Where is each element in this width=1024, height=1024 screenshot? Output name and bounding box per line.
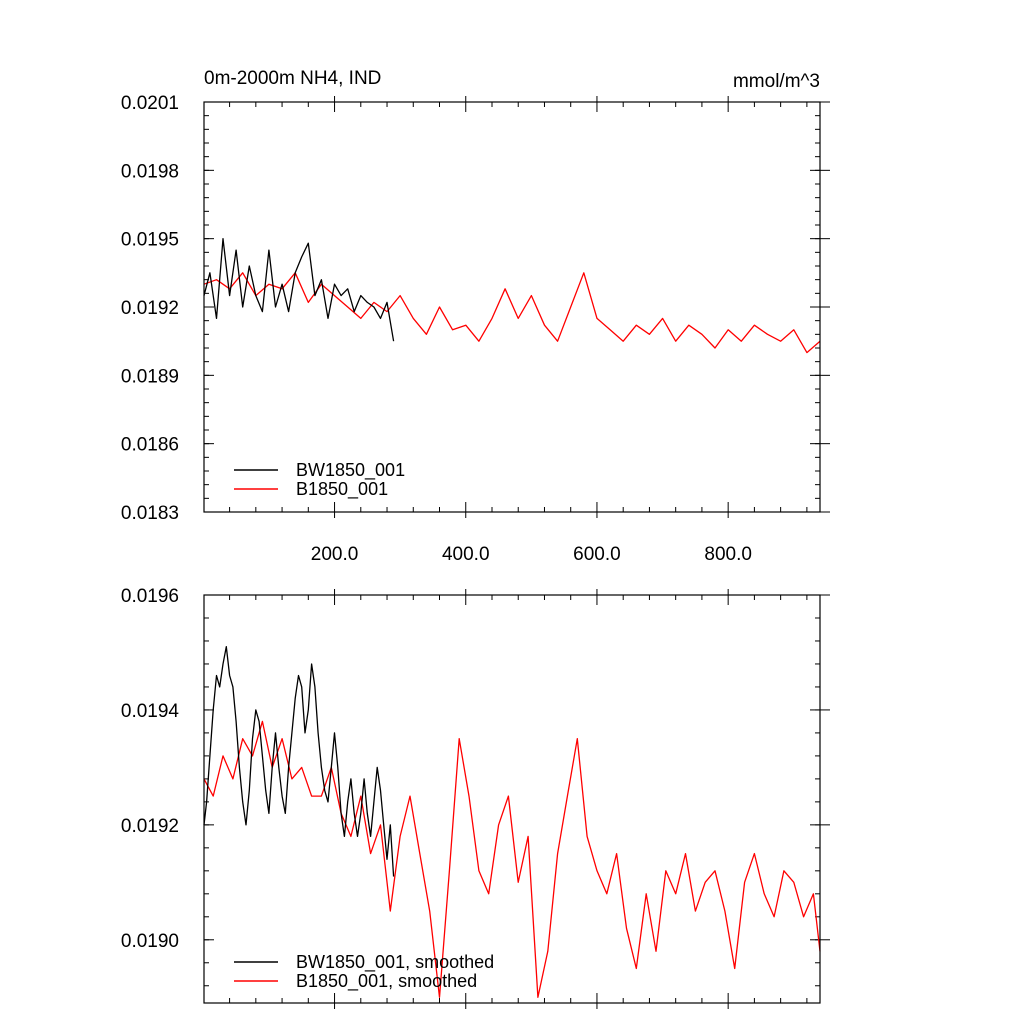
top-y-tick-label: 0.0183 [121,503,179,524]
bottom-y-tick-label: 0.0190 [121,931,179,952]
top-y-tick-label: 0.0198 [121,161,179,182]
top-series [203,238,821,354]
bottom-series-line-b1850 [203,720,821,998]
bottom-y-tick-label: 0.0196 [121,586,179,607]
bottom-plot-frame [203,594,821,1004]
bottom-series-line-bw1850 [203,646,395,877]
bottom-y-tick-label: 0.0192 [121,816,179,837]
top-x-tick-label: 400.0 [442,544,490,565]
bottom-y-tick-label: 0.0194 [121,701,180,722]
top-y-tick-label: 0.0195 [121,230,179,251]
top-plot-frame [203,101,821,513]
top-y-tick-label: 0.0201 [121,93,179,114]
bottom-panel: 0.0190 0.0192 0.0194 0.0196 BW1850_001, smo… [121,586,830,1009]
bottom-ticks: 0.0190 0.0192 0.0194 0.0196 [121,586,830,1009]
top-x-tick-label: 600.0 [573,544,621,565]
top-legend-label: B1850_001 [296,479,388,500]
bottom-legend-label: B1850_001, smoothed [296,971,477,992]
top-y-tick-label: 0.0192 [121,298,179,319]
top-x-tick-label: 800.0 [704,544,752,565]
top-series-line-bw1850 [203,238,395,342]
top-y-tick-label: 0.0186 [121,435,179,456]
top-units: mmol/m^3 [733,71,820,92]
top-y-tick-label: 0.0189 [121,366,179,387]
bottom-series [203,646,821,998]
top-legend-label: BW1850_001 [296,460,405,481]
bottom-legend-label: BW1850_001, smoothed [296,952,494,973]
top-ticks: 200.0 400.0 600.0 800.0 0.0183 0.0186 0.0189 0.… [121,93,830,565]
top-title: 0m-2000m NH4, IND [204,68,381,89]
top-x-tick-label: 200.0 [311,544,359,565]
top-panel: 0m-2000m NH4, IND mmol/m^3 200.0 400.0 600… [121,68,830,565]
top-series-line-b1850 [203,272,821,354]
